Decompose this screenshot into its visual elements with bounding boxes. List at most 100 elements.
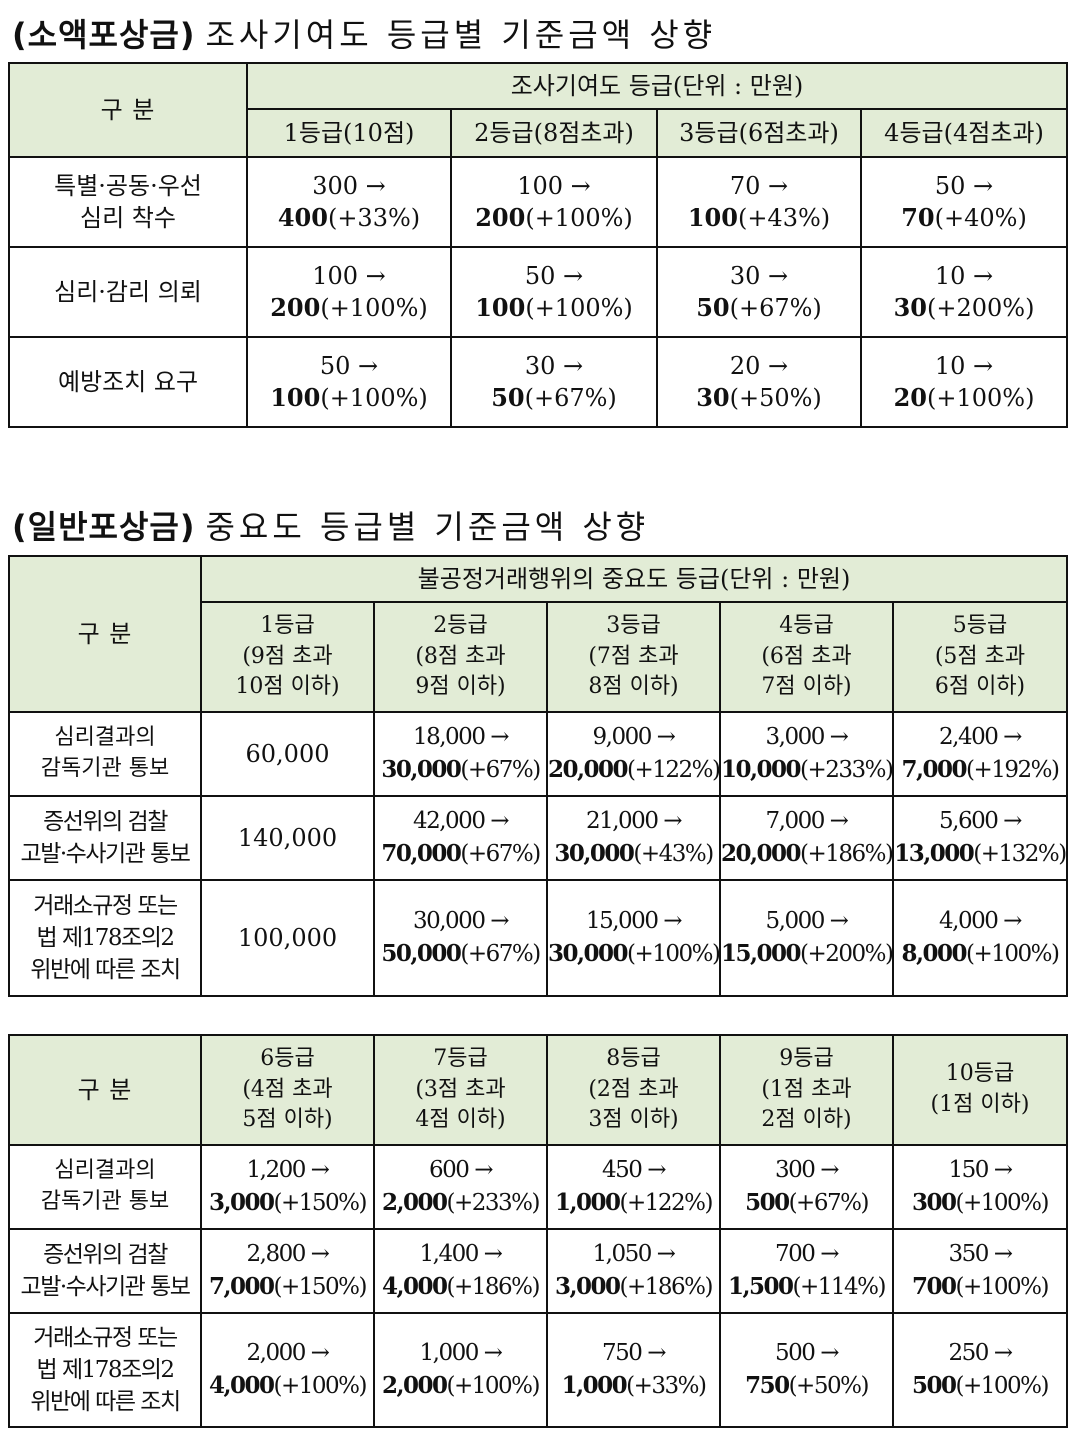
old-amount: 15,000 →	[585, 908, 683, 935]
amount-cell: 250 → 500(+100%)	[892, 1312, 1068, 1428]
header-grade-3: 3등급 (7점 초과 8점 이하)	[546, 601, 721, 713]
new-amount: 13,000(+132%)	[894, 839, 1066, 867]
old-amount: 42,000 →	[412, 808, 510, 835]
header-grade-6: 6등급 (4점 초과 5점 이하)	[200, 1034, 375, 1146]
old-amount: 3,000 →	[765, 724, 849, 751]
header-grade-4: 4등급 (6점 초과 7점 이하)	[719, 601, 894, 713]
new-amount: 100(+100%)	[270, 383, 428, 412]
amount-cell: 42,000 → 70,000(+67%)	[373, 795, 548, 881]
amount-cell: 100 → 200(+100%)	[246, 246, 452, 338]
amount-cell: 50 → 70(+40%)	[859, 156, 1069, 248]
amount-cell: 15,000 → 30,000(+100%)	[546, 879, 721, 997]
header-grade-2: 2등급(8점초과)	[450, 108, 658, 158]
new-amount: 1,500(+114%)	[727, 1272, 887, 1300]
table-row: 거래소규정 또는 법 제178조의2 위반에 따른 조치 2,000 → 4,000(…	[8, 1312, 1068, 1428]
old-amount: 300 →	[312, 171, 386, 200]
new-amount: 100(+100%)	[475, 293, 633, 322]
table-row: 증선위의 검찰 고발·수사기관 통보 2,800 → 7,000(+150%) 1,…	[8, 1228, 1068, 1314]
section1-title: (소액포상금) 조사기여도 등급별 기준금액 상향	[12, 10, 716, 56]
old-amount: 21,000 →	[585, 808, 683, 835]
header-category: 구 분	[8, 62, 248, 158]
amount-cell: 1,050 → 3,000(+186%)	[546, 1228, 721, 1314]
old-amount: 450 →	[602, 1157, 666, 1184]
row-label-line: 예방조치 요구	[57, 367, 199, 396]
new-amount: 1,000(+33%)	[561, 1371, 707, 1399]
old-amount: 5,000 →	[765, 908, 849, 935]
new-amount: 1,000(+122%)	[554, 1188, 714, 1216]
header-grade-4: 4등급(4점초과)	[859, 108, 1069, 158]
general-reward-table-grades-6-10: 구 분 6등급 (4점 초과 5점 이하) 7등급 (3점 초과 4점 이하) 8등급(…	[8, 1034, 1068, 1428]
new-amount: 3,000(+186%)	[554, 1272, 714, 1300]
amount-cell: 30 → 50(+67%)	[450, 336, 658, 428]
amount-cell: 300 → 400(+33%)	[246, 156, 452, 248]
old-amount: 100,000	[237, 923, 338, 952]
amount-cell: 5,600 → 13,000(+132%)	[892, 795, 1068, 881]
old-amount: 70 →	[729, 171, 789, 200]
old-amount: 300 →	[775, 1157, 839, 1184]
new-amount: 700(+100%)	[912, 1272, 1050, 1300]
row-label: 거래소규정 또는 법 제178조의2 위반에 따른 조치	[8, 879, 202, 997]
old-amount: 1,000 →	[419, 1340, 503, 1367]
old-amount: 7,000 →	[765, 808, 849, 835]
new-amount: 30,000(+67%)	[381, 755, 541, 783]
new-amount: 7,000(+192%)	[901, 755, 1060, 783]
old-amount: 750 →	[602, 1340, 666, 1367]
new-amount: 50(+67%)	[696, 293, 822, 322]
table-row: 심리결과의 감독기관 통보 1,200 → 3,000(+150%) 600 → 2,…	[8, 1144, 1068, 1230]
table-row: 심리결과의 감독기관 통보 60,000 18,000 → 30,000(+67%)…	[8, 711, 1068, 797]
old-amount: 1,400 →	[419, 1241, 503, 1268]
new-amount: 20,000(+186%)	[721, 839, 893, 867]
amount-cell: 2,400 → 7,000(+192%)	[892, 711, 1068, 797]
amount-cell: 500 → 750(+50%)	[719, 1312, 894, 1428]
old-amount: 50 →	[319, 351, 379, 380]
header-category: 구 분	[8, 555, 202, 713]
old-amount: 30,000 →	[412, 908, 510, 935]
header-grade-5: 5등급 (5점 초과 6점 이하)	[892, 601, 1068, 713]
new-amount: 30(+200%)	[893, 293, 1035, 322]
header-grade-2: 2등급 (8점 초과 9점 이하)	[373, 601, 548, 713]
row-label-line: 특별·공동·우선	[54, 171, 202, 200]
amount-cell: 7,000 → 20,000(+186%)	[719, 795, 894, 881]
amount-cell: 1,400 → 4,000(+186%)	[373, 1228, 548, 1314]
new-amount: 2,000(+233%)	[381, 1188, 541, 1216]
new-amount: 200(+100%)	[475, 203, 633, 232]
new-amount: 2,000(+100%)	[381, 1371, 541, 1399]
new-amount: 500(+100%)	[912, 1371, 1050, 1399]
row-label: 증선위의 검찰 고발·수사기관 통보	[8, 1228, 202, 1314]
new-amount: 20,000(+122%)	[548, 755, 720, 783]
amount-cell: 18,000 → 30,000(+67%)	[373, 711, 548, 797]
new-amount: 750(+50%)	[745, 1371, 869, 1399]
small-reward-table: 구 분 조사기여도 등급(단위 : 만원) 1등급(10점) 2등급(8점초과)…	[8, 62, 1069, 428]
header-grade-3: 3등급(6점초과)	[656, 108, 862, 158]
new-amount: 30,000(+100%)	[548, 939, 720, 967]
table-row: 증선위의 검찰 고발·수사기관 통보 140,000 42,000 → 70,000…	[8, 795, 1068, 881]
old-amount: 250 →	[948, 1340, 1013, 1367]
header-grade-7: 7등급 (3점 초과 4점 이하)	[373, 1034, 548, 1146]
section1-title-rest: 조사기여도 등급별 기준금액 상향	[205, 16, 717, 54]
old-amount: 5,600 →	[939, 808, 1022, 835]
new-amount: 70(+40%)	[901, 203, 1027, 232]
new-amount: 100(+43%)	[687, 203, 831, 232]
old-amount: 140,000	[237, 823, 338, 852]
amount-cell: 9,000 → 20,000(+122%)	[546, 711, 721, 797]
row-label: 특별·공동·우선 심리 착수	[8, 156, 248, 248]
section2-title-lead: (일반포상금)	[12, 508, 196, 546]
old-amount: 50 →	[524, 261, 584, 290]
new-amount: 15,000(+200%)	[721, 939, 893, 967]
new-amount: 8,000(+100%)	[901, 939, 1060, 967]
header-contribution-grade: 조사기여도 등급(단위 : 만원)	[245, 62, 1069, 110]
amount-cell: 1,000 → 2,000(+100%)	[373, 1312, 548, 1428]
section2-title: (일반포상금) 중요도 등급별 기준금액 상향	[12, 502, 649, 548]
row-label: 심리결과의 감독기관 통보	[8, 1144, 202, 1230]
old-amount: 4,000 →	[939, 908, 1022, 935]
general-reward-table-grades-1-5: 구 분 불공정거래행위의 중요도 등급(단위 : 만원) 1등급 (9점 초과 10…	[8, 555, 1068, 997]
amount-cell: 350 → 700(+100%)	[892, 1228, 1068, 1314]
header-grade-1: 1등급(10점)	[246, 108, 452, 158]
new-amount: 30,000(+43%)	[554, 839, 714, 867]
header-grade-1: 1등급 (9점 초과 10점 이하)	[200, 601, 375, 713]
old-amount: 700 →	[775, 1241, 839, 1268]
row-label: 거래소규정 또는 법 제178조의2 위반에 따른 조치	[8, 1312, 202, 1428]
amount-cell: 750 → 1,000(+33%)	[546, 1312, 721, 1428]
old-amount: 150 →	[948, 1157, 1013, 1184]
old-amount: 60,000	[245, 739, 330, 768]
